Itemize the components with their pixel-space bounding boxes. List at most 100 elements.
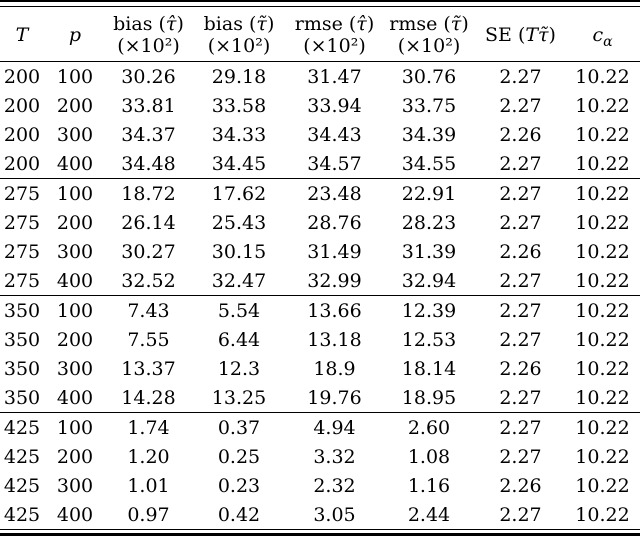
cell-se: 2.26: [499, 240, 542, 263]
cell-bias_hat: 34.37: [121, 123, 176, 146]
cell-c_alpha: 10.22: [575, 386, 630, 409]
cell-rmse_hat: 4.94: [313, 416, 356, 439]
column-header-T: T: [0, 7, 44, 62]
cell-se: 2.27: [499, 211, 542, 234]
cell-rmse_tilde: 12.39: [401, 299, 457, 322]
row-group-T275: 275 100 18.72 17.62 23.48 22.91 2.27 10.22 275 20…: [0, 178, 640, 296]
column-header-c-alpha: cα: [565, 7, 640, 62]
table-row: 200 200 33.81 33.58 33.94 33.75 2.27 10.22: [0, 91, 640, 120]
cell-rmse_hat: 31.49: [307, 240, 362, 263]
top-rule-inner: [0, 6, 640, 7]
table-row: 275 200 26.14 25.43 28.76 28.23 2.27 10.22: [0, 208, 640, 237]
cell-bias_hat: 30.27: [121, 240, 176, 263]
cell-rmse_tilde: 31.39: [401, 240, 457, 263]
cell-se: 2.27: [499, 152, 542, 175]
cell-c_alpha: 10.22: [575, 123, 630, 146]
simulation-results-table: T p bias (τ̂) (×10²) bias (τ̃) (×10²) rm…: [0, 7, 640, 529]
cell-rmse_hat: 32.99: [307, 269, 362, 292]
cell-rmse_hat: 3.32: [313, 445, 356, 468]
header-row: T p bias (τ̂) (×10²) bias (τ̃) (×10²) rm…: [0, 7, 640, 62]
cell-p: 400: [56, 269, 94, 292]
cell-c_alpha: 10.22: [575, 152, 630, 175]
cell-rmse_tilde: 2.60: [407, 416, 451, 439]
cell-se: 2.27: [499, 503, 542, 526]
cell-bias_hat: 34.48: [121, 152, 176, 175]
cell-bias_tilde: 29.18: [211, 65, 267, 88]
cell-bias_tilde: 32.47: [211, 269, 267, 292]
math-var-tau-tilde: τ̃: [450, 13, 462, 35]
table-row: 200 100 30.26 29.18 31.47 30.76 2.27 10.22: [0, 62, 640, 92]
cell-p: 200: [56, 328, 94, 351]
cell-bias_hat: 0.97: [127, 503, 170, 526]
cell-c_alpha: 10.22: [575, 445, 630, 468]
header-text: ): [461, 13, 469, 35]
cell-T: 350: [3, 357, 41, 380]
cell-bias_tilde: 0.42: [217, 503, 261, 526]
header-text: ): [176, 13, 184, 35]
header-text: ): [366, 13, 375, 35]
cell-T: 200: [3, 123, 41, 146]
cell-bias_hat: 7.43: [127, 299, 170, 322]
header-text: rmse (: [294, 13, 357, 35]
cell-rmse_hat: 34.57: [307, 152, 362, 175]
cell-T: 350: [3, 299, 41, 322]
cell-se: 2.26: [499, 474, 542, 497]
header-text: ): [266, 13, 275, 35]
cell-rmse_tilde: 2.44: [407, 503, 451, 526]
cell-c_alpha: 10.22: [575, 503, 630, 526]
cell-p: 100: [56, 65, 94, 88]
header-line2-scale: (×10²): [207, 35, 271, 57]
cell-bias_hat: 14.28: [121, 386, 176, 409]
cell-T: 275: [3, 211, 41, 234]
table-row: 200 400 34.48 34.45 34.57 34.55 2.27 10.22: [0, 149, 640, 179]
table-row: 425 300 1.01 0.23 2.32 1.16 2.26 10.22: [0, 471, 640, 500]
table-row: 350 300 13.37 12.3 18.9 18.14 2.26 10.22: [0, 354, 640, 383]
math-var-c: c: [592, 24, 604, 46]
cell-rmse_tilde: 1.08: [407, 445, 451, 468]
column-header-p: p: [44, 7, 106, 62]
math-var-p: p: [68, 24, 82, 46]
cell-rmse_hat: 13.18: [307, 328, 362, 351]
cell-se: 2.27: [499, 269, 542, 292]
cell-T: 425: [3, 503, 41, 526]
cell-p: 200: [56, 445, 94, 468]
math-var-tau-tilde: τ̃: [256, 13, 267, 35]
cell-bias_hat: 32.52: [121, 269, 176, 292]
cell-rmse_tilde: 18.95: [401, 386, 457, 409]
column-header-rmse-tau-hat: rmse (τ̂) (×10²): [287, 7, 382, 62]
cell-se: 2.27: [499, 445, 542, 468]
cell-p: 100: [56, 182, 94, 205]
cell-p: 400: [56, 503, 94, 526]
cell-bias_hat: 30.26: [121, 65, 176, 88]
math-var-T-tau-tilde: Tτ̃: [525, 24, 549, 46]
header-text: SE (: [485, 24, 526, 46]
cell-T: 350: [3, 386, 41, 409]
header-text: ): [548, 24, 556, 46]
cell-rmse_hat: 31.47: [307, 65, 362, 88]
cell-se: 2.27: [499, 65, 542, 88]
cell-rmse_tilde: 28.23: [401, 211, 457, 234]
row-group-T350: 350 100 7.43 5.54 13.66 12.39 2.27 10.22 350 200 7…: [0, 295, 640, 413]
table-header: T p bias (τ̂) (×10²) bias (τ̃) (×10²) rm…: [0, 7, 640, 62]
header-line1: rmse (τ̂): [287, 13, 382, 35]
cell-bias_tilde: 34.33: [211, 123, 267, 146]
cell-se: 2.27: [499, 182, 542, 205]
cell-c_alpha: 10.22: [575, 94, 630, 117]
math-sub-alpha: α: [603, 33, 613, 50]
cell-se: 2.27: [499, 299, 542, 322]
cell-T: 425: [3, 474, 41, 497]
cell-T: 425: [3, 416, 41, 439]
cell-T: 200: [3, 152, 41, 175]
row-group-T425: 425 100 1.74 0.37 4.94 2.60 2.27 10.22 425 200 1.2…: [0, 412, 640, 530]
header-line1: rmse (τ̃): [382, 13, 476, 35]
header-text: bias (: [203, 13, 257, 35]
cell-bias_hat: 7.55: [127, 328, 170, 351]
cell-rmse_tilde: 1.16: [407, 474, 451, 497]
cell-bias_hat: 1.20: [127, 445, 170, 468]
cell-rmse_hat: 33.94: [307, 94, 362, 117]
cell-p: 300: [56, 357, 94, 380]
cell-bias_tilde: 0.23: [217, 474, 261, 497]
cell-bias_tilde: 0.37: [217, 416, 261, 439]
cell-bias_tilde: 12.3: [217, 357, 261, 380]
cell-se: 2.27: [499, 386, 542, 409]
